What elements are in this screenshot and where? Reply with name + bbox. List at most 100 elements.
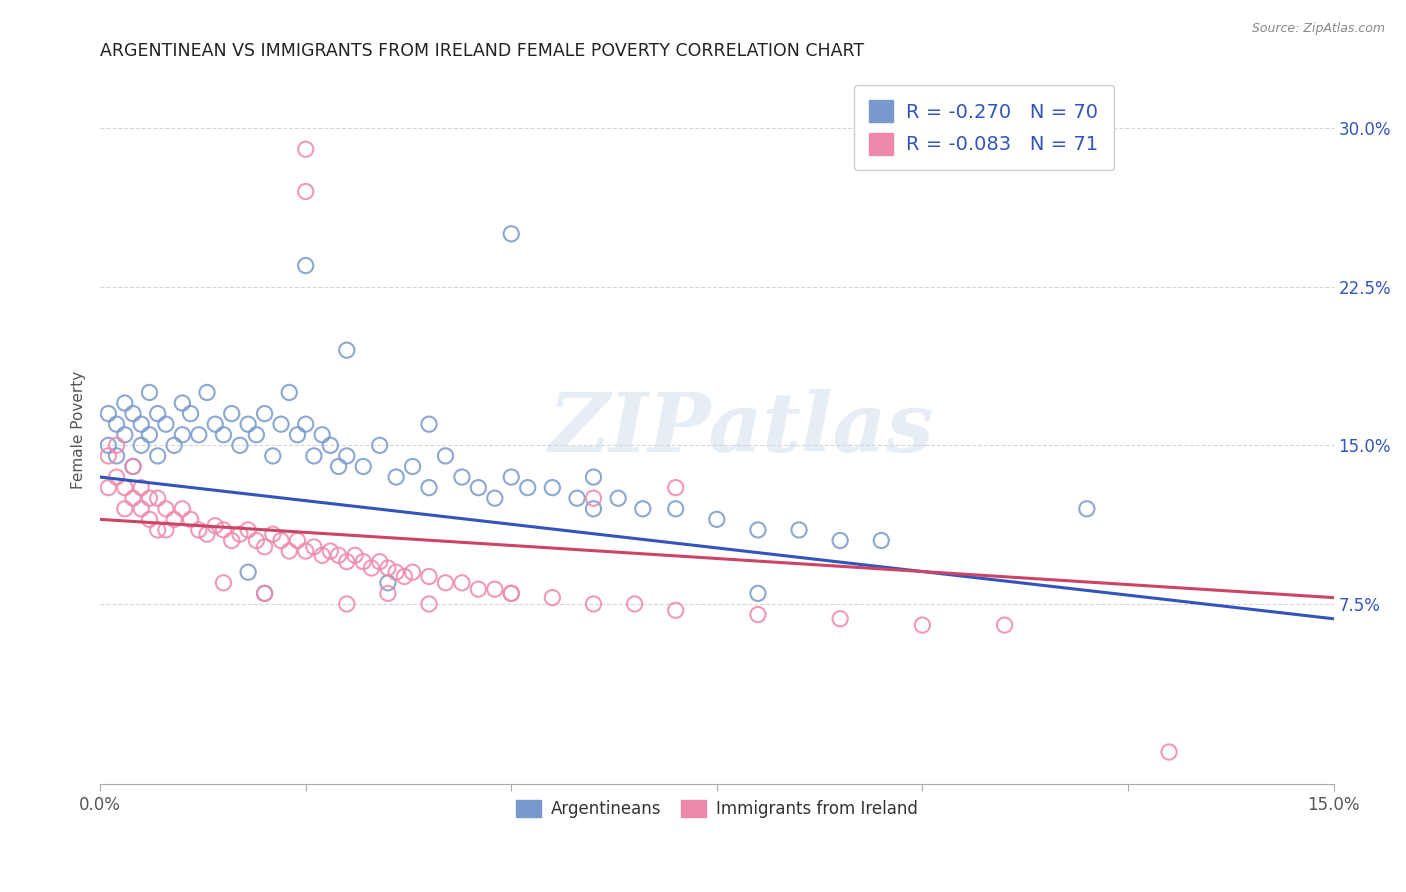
Point	[368, 438, 391, 452]
Point	[236, 566, 259, 580]
Point	[336, 449, 359, 463]
Point	[122, 459, 145, 474]
Point	[253, 586, 276, 600]
Point	[138, 512, 160, 526]
Point	[245, 427, 267, 442]
Point	[146, 407, 169, 421]
Point	[262, 527, 284, 541]
Point	[484, 582, 506, 596]
Point	[607, 491, 630, 506]
Point	[287, 533, 309, 548]
Point	[187, 427, 209, 442]
Point	[187, 523, 209, 537]
Point	[501, 586, 523, 600]
Point	[294, 544, 316, 558]
Point	[236, 417, 259, 432]
Point	[294, 142, 316, 156]
Point	[385, 470, 408, 484]
Point	[319, 438, 342, 452]
Point	[418, 569, 440, 583]
Point	[204, 518, 226, 533]
Point	[172, 396, 194, 410]
Point	[287, 427, 309, 442]
Point	[97, 481, 120, 495]
Point	[319, 544, 342, 558]
Point	[146, 449, 169, 463]
Point	[114, 396, 136, 410]
Point	[377, 561, 399, 575]
Point	[97, 438, 120, 452]
Point	[582, 501, 605, 516]
Point	[155, 523, 177, 537]
Point	[501, 470, 523, 484]
Point	[360, 561, 382, 575]
Point	[129, 417, 152, 432]
Point	[541, 591, 564, 605]
Point	[221, 407, 243, 421]
Point	[180, 512, 202, 526]
Point	[328, 549, 350, 563]
Point	[294, 417, 316, 432]
Point	[146, 491, 169, 506]
Point	[787, 523, 810, 537]
Point	[385, 566, 408, 580]
Point	[270, 533, 292, 548]
Point	[706, 512, 728, 526]
Point	[665, 603, 688, 617]
Point	[253, 407, 276, 421]
Point	[747, 586, 769, 600]
Text: Source: ZipAtlas.com: Source: ZipAtlas.com	[1251, 22, 1385, 36]
Point	[467, 481, 489, 495]
Point	[138, 385, 160, 400]
Point	[278, 385, 301, 400]
Point	[911, 618, 934, 632]
Point	[114, 481, 136, 495]
Point	[229, 438, 252, 452]
Point	[155, 501, 177, 516]
Point	[236, 523, 259, 537]
Point	[377, 575, 399, 590]
Point	[105, 417, 128, 432]
Point	[129, 501, 152, 516]
Point	[163, 512, 186, 526]
Point	[212, 575, 235, 590]
Point	[229, 527, 252, 541]
Point	[302, 449, 325, 463]
Point	[434, 449, 457, 463]
Point	[352, 555, 374, 569]
Point	[302, 540, 325, 554]
Point	[830, 612, 852, 626]
Point	[451, 575, 474, 590]
Text: ARGENTINEAN VS IMMIGRANTS FROM IRELAND FEMALE POVERTY CORRELATION CHART: ARGENTINEAN VS IMMIGRANTS FROM IRELAND F…	[100, 42, 865, 60]
Point	[195, 527, 218, 541]
Point	[516, 481, 538, 495]
Point	[278, 544, 301, 558]
Point	[97, 407, 120, 421]
Y-axis label: Female Poverty: Female Poverty	[72, 370, 86, 489]
Point	[294, 259, 316, 273]
Point	[336, 555, 359, 569]
Point	[105, 438, 128, 452]
Point	[311, 549, 333, 563]
Point	[253, 586, 276, 600]
Point	[105, 470, 128, 484]
Point	[138, 491, 160, 506]
Point	[336, 343, 359, 358]
Point	[418, 481, 440, 495]
Legend: Argentineans, Immigrants from Ireland: Argentineans, Immigrants from Ireland	[509, 794, 925, 825]
Point	[129, 481, 152, 495]
Point	[212, 523, 235, 537]
Point	[172, 501, 194, 516]
Point	[623, 597, 645, 611]
Point	[1157, 745, 1180, 759]
Point	[129, 438, 152, 452]
Point	[451, 470, 474, 484]
Point	[253, 540, 276, 554]
Point	[1076, 501, 1098, 516]
Point	[368, 555, 391, 569]
Point	[212, 427, 235, 442]
Point	[394, 569, 416, 583]
Point	[582, 597, 605, 611]
Text: ZIPatlas: ZIPatlas	[548, 390, 934, 469]
Point	[262, 449, 284, 463]
